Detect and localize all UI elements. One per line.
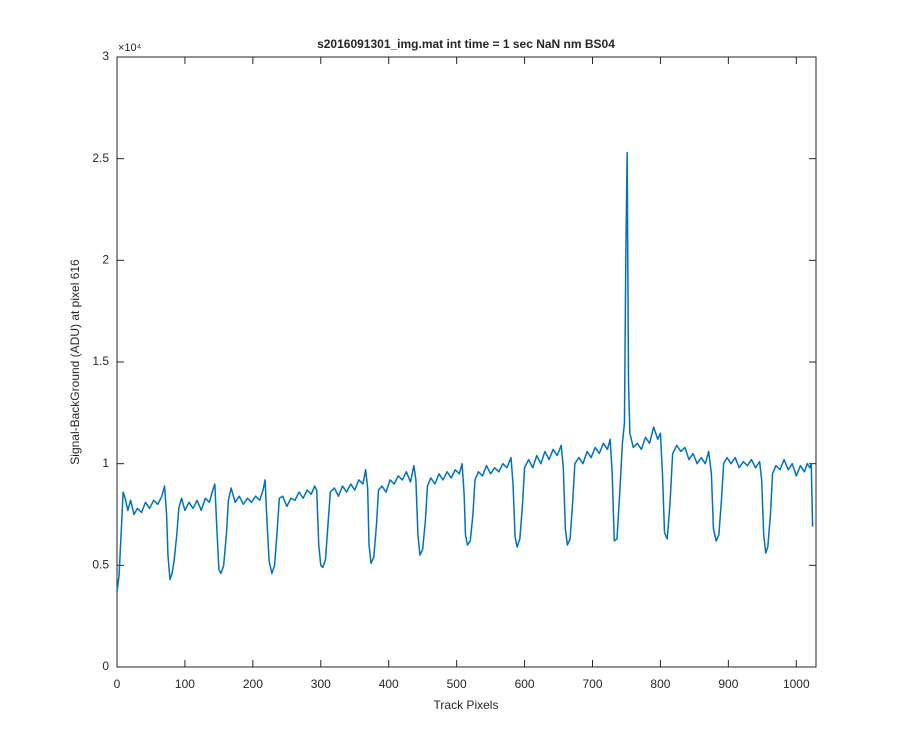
x-tick-label: 400 [379, 677, 399, 691]
chart-title: s2016091301_img.mat int time = 1 sec NaN… [317, 37, 615, 51]
x-axis-label: Track Pixels [434, 698, 499, 712]
y-tick-label: 2 [102, 253, 109, 267]
x-tick-label: 300 [311, 677, 331, 691]
data-line [116, 151, 814, 592]
x-tick-label: 200 [243, 677, 263, 691]
x-tick-label: 700 [582, 677, 602, 691]
y-tick-label: 1 [102, 456, 109, 470]
y-tick-label: 0.5 [92, 558, 109, 572]
y-tick-label: 1.5 [92, 354, 109, 368]
x-tick-label: 900 [718, 677, 738, 691]
x-tick-label: 1000 [783, 677, 810, 691]
y-tick-label: 3 [102, 49, 109, 63]
y-tick-label: 0 [102, 659, 109, 673]
y-axis-label: Signal-BackGround (ADU) at pixel 616 [68, 259, 82, 465]
x-tick-label: 100 [175, 677, 195, 691]
x-tick-label: 600 [515, 677, 535, 691]
y-multiplier: ×10⁴ [118, 42, 142, 54]
x-tick-label: 500 [447, 677, 467, 691]
y-tick-label: 2.5 [92, 151, 109, 165]
x-tick-label: 800 [650, 677, 670, 691]
x-tick-label: 0 [114, 677, 121, 691]
